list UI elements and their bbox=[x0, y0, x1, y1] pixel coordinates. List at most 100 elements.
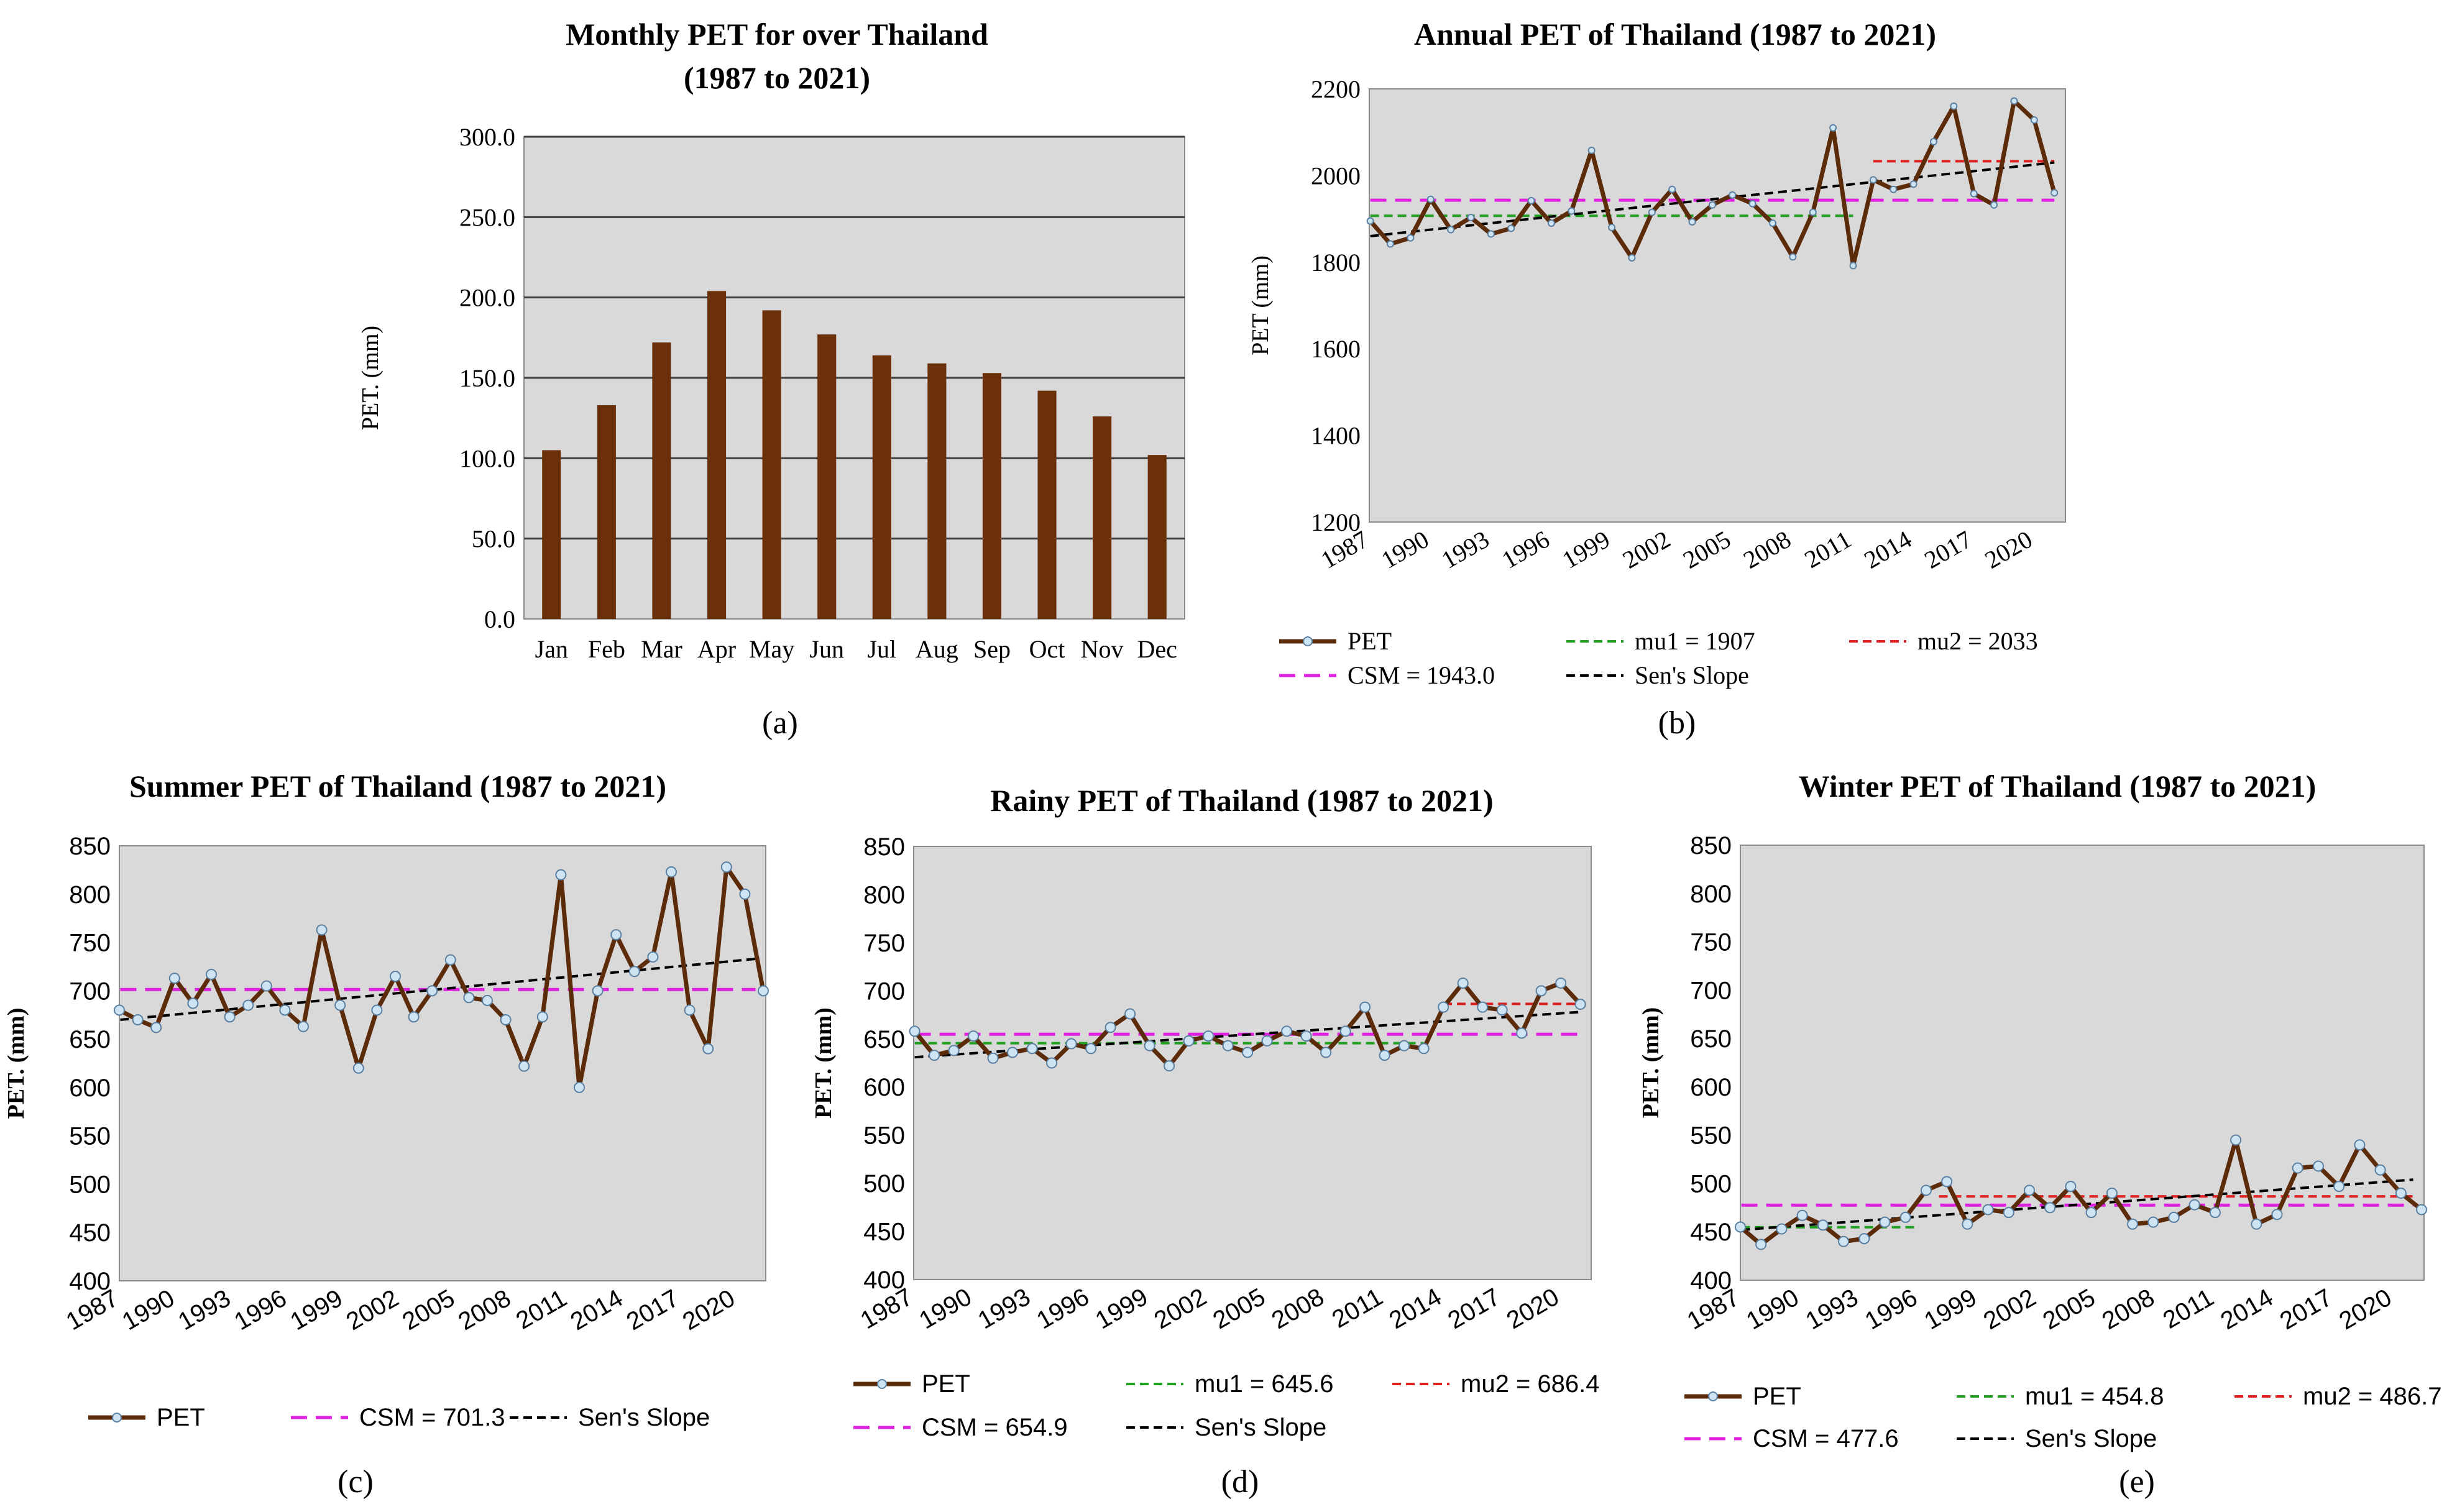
figure-caption: (a) bbox=[762, 705, 798, 741]
y-tick-label: 650 bbox=[1690, 1025, 1732, 1053]
pet-point bbox=[1990, 201, 1998, 209]
pet-point bbox=[1487, 230, 1495, 238]
pet-point bbox=[1849, 262, 1857, 270]
pet-point bbox=[1379, 1050, 1390, 1061]
pet-point bbox=[2147, 1216, 2159, 1228]
x-tick-label: 2008 bbox=[1267, 1283, 1329, 1335]
pet-point bbox=[2209, 1207, 2221, 1219]
x-tick-label: 2002 bbox=[1150, 1283, 1211, 1335]
legend-mu2-label: mu2 = 2033 bbox=[1917, 627, 2038, 655]
y-tick-label: 400 bbox=[69, 1268, 111, 1295]
x-tick-label: 2014 bbox=[1385, 1283, 1446, 1335]
pet-point bbox=[1527, 196, 1535, 204]
figure-caption: (d) bbox=[1221, 1464, 1259, 1500]
figure-caption: (c) bbox=[338, 1464, 374, 1500]
y-axis-label: PET. (mm) bbox=[3, 1008, 29, 1119]
pet-point bbox=[1222, 1040, 1234, 1052]
pet-point bbox=[1769, 219, 1777, 227]
pet-point bbox=[2395, 1188, 2407, 1199]
legend-sen-label: Sen's Slope bbox=[578, 1404, 710, 1431]
pet-point bbox=[909, 1025, 921, 1037]
pet-point bbox=[1858, 1233, 1870, 1245]
pet-point bbox=[132, 1014, 144, 1025]
y-tick-label: 550 bbox=[69, 1123, 111, 1150]
pet-point bbox=[628, 966, 640, 978]
pet-point bbox=[2312, 1160, 2324, 1172]
y-tick-label: 1400 bbox=[1311, 422, 1361, 450]
pet-point bbox=[1829, 124, 1837, 132]
chart-title: Winter PET of Thailand (1987 to 2021) bbox=[1799, 769, 2317, 804]
pet-point bbox=[1065, 1038, 1077, 1050]
x-tick-label: 2005 bbox=[2038, 1284, 2100, 1336]
y-tick-label: 150.0 bbox=[459, 364, 515, 392]
x-tick-label: 1999 bbox=[286, 1285, 347, 1336]
chart-title: Summer PET of Thailand (1987 to 2021) bbox=[129, 769, 666, 804]
pet-point bbox=[1183, 1035, 1195, 1047]
y-tick-label: 0.0 bbox=[484, 605, 515, 633]
pet-point bbox=[1261, 1035, 1273, 1047]
pet-point bbox=[1970, 190, 1978, 198]
y-tick-label: 400 bbox=[863, 1267, 905, 1294]
x-tick-label: 1990 bbox=[1376, 525, 1433, 574]
y-tick-label: 700 bbox=[1690, 977, 1732, 1004]
pet-point bbox=[1890, 185, 1898, 193]
pet-series-line bbox=[118, 864, 766, 1090]
bar-nov bbox=[1093, 416, 1112, 619]
legend-pet-label: PET bbox=[157, 1404, 205, 1431]
pet-point bbox=[1708, 201, 1716, 209]
y-tick-label: 600 bbox=[863, 1074, 905, 1101]
bar-aug bbox=[927, 363, 947, 619]
x-tick-label: 1999 bbox=[1091, 1283, 1152, 1335]
pet-point bbox=[1105, 1022, 1116, 1033]
y-tick-label: 650 bbox=[863, 1026, 905, 1053]
x-tick-label: 2020 bbox=[1980, 525, 2037, 574]
pet-point bbox=[739, 888, 751, 900]
pet-point bbox=[2030, 116, 2038, 124]
bar-mar bbox=[652, 342, 671, 619]
legend-sen-label: Sen's Slope bbox=[1635, 661, 1749, 689]
x-tick-label: 1993 bbox=[1801, 1284, 1863, 1336]
pet-point bbox=[2065, 1181, 2077, 1193]
legend-pet-marker bbox=[1303, 636, 1313, 646]
x-tick-label: 1990 bbox=[915, 1283, 976, 1335]
pet-point bbox=[206, 968, 217, 980]
x-tick-label: Oct bbox=[1029, 635, 1065, 663]
pet-point bbox=[2010, 97, 2018, 105]
plot-area bbox=[913, 846, 1592, 1280]
x-tick-label: 2002 bbox=[1979, 1284, 2041, 1336]
pet-point bbox=[2051, 189, 2059, 197]
pet-point bbox=[187, 997, 199, 1009]
pet-point bbox=[610, 929, 622, 941]
x-tick-label: 2011 bbox=[2159, 1284, 2218, 1334]
x-tick-label: 2011 bbox=[1328, 1283, 1387, 1334]
pet-point bbox=[463, 992, 475, 1004]
pet-point bbox=[242, 999, 254, 1011]
pet-point bbox=[592, 985, 604, 997]
pet-point bbox=[1729, 191, 1737, 199]
y-tick-label: 200.0 bbox=[459, 284, 515, 312]
pet-point bbox=[1899, 1211, 1911, 1223]
legend-pet-marker bbox=[112, 1413, 122, 1423]
x-tick-label: 2008 bbox=[454, 1285, 515, 1336]
y-axis-label: PET. (mm) bbox=[1638, 1007, 1664, 1119]
x-tick-label: 1999 bbox=[1920, 1284, 1982, 1336]
x-tick-label: 2014 bbox=[566, 1285, 628, 1336]
x-tick-label: 1996 bbox=[1032, 1283, 1094, 1335]
pet-point bbox=[1507, 224, 1515, 232]
x-tick-label: 2008 bbox=[1738, 525, 1796, 574]
y-tick-label: 2000 bbox=[1311, 162, 1361, 190]
pet-point bbox=[1359, 1001, 1371, 1013]
sen-line bbox=[1370, 161, 2055, 237]
legend-mu1-label: mu1 = 454.8 bbox=[2025, 1383, 2164, 1410]
pet-point bbox=[1046, 1057, 1058, 1069]
pet-point bbox=[279, 1004, 291, 1016]
pet-point bbox=[987, 1052, 999, 1064]
pet-point bbox=[1426, 195, 1435, 203]
x-tick-label: 2017 bbox=[622, 1285, 684, 1336]
pet-point bbox=[1007, 1047, 1019, 1058]
pet-point bbox=[1085, 1043, 1097, 1055]
y-tick-label: 500 bbox=[863, 1170, 905, 1198]
pet-point bbox=[2023, 1184, 2035, 1196]
bar-oct bbox=[1037, 390, 1057, 619]
